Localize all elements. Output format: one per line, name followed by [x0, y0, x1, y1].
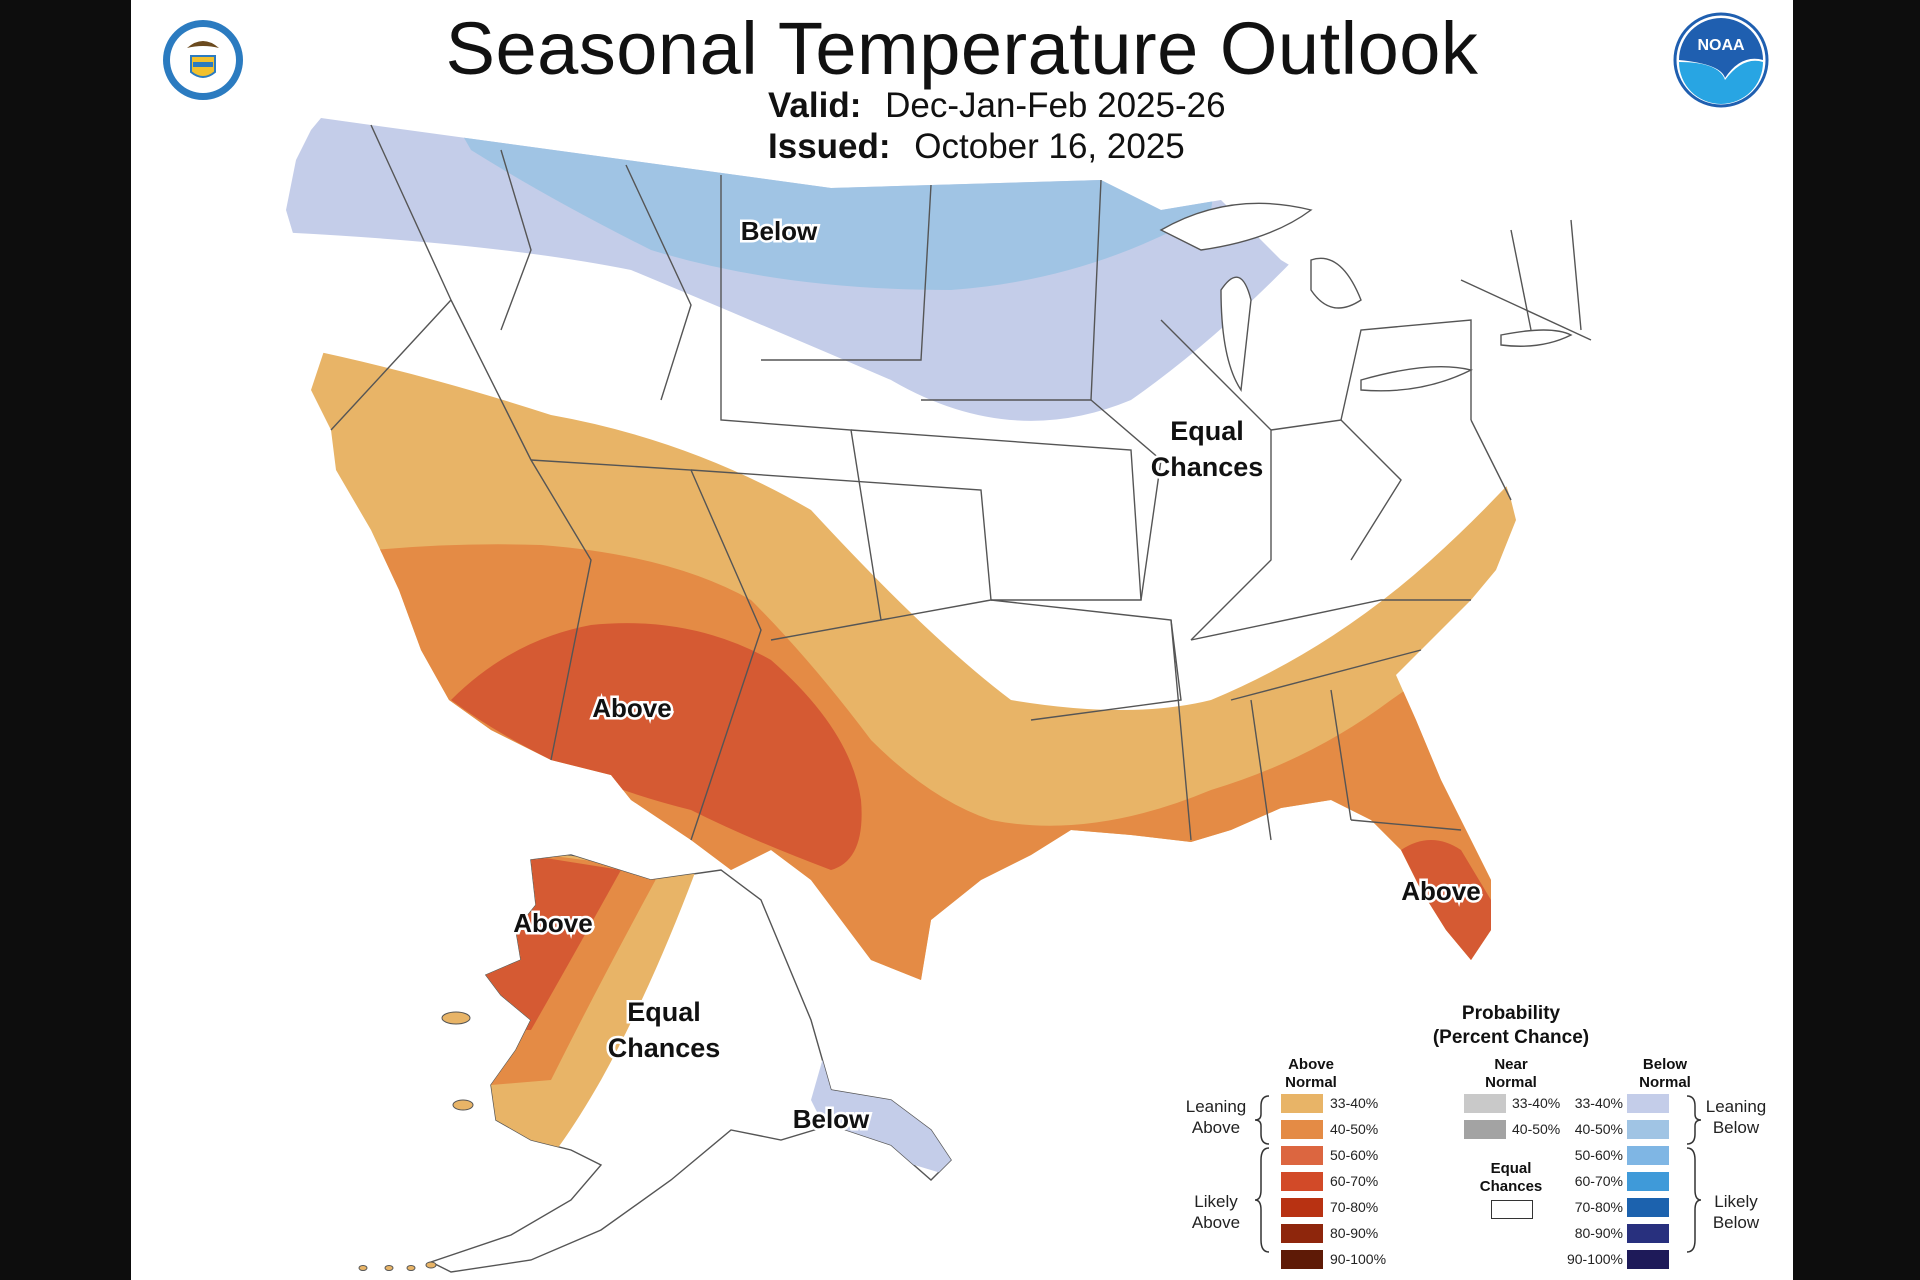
florida-above-50-60-region — [1401, 840, 1491, 960]
legend-below-heading-line1: Below — [1642, 1056, 1688, 1073]
svg-text:NOAA: NOAA — [1697, 37, 1745, 54]
legend-above-swatch-6 — [1281, 1224, 1323, 1243]
legend-near-swatch-2 — [1464, 1120, 1506, 1139]
issued-label: Issued: — [768, 127, 891, 166]
alaska-islands — [358, 1011, 474, 1271]
legend-title-line2: (Percent Chance) — [1432, 1027, 1590, 1048]
legend-above-label-3: 50-60% — [1330, 1147, 1379, 1163]
department-of-commerce-seal-icon — [163, 20, 243, 100]
legend-below-label-3: 50-60% — [1574, 1147, 1623, 1163]
legend-likely-below-line1: Likely — [1714, 1192, 1758, 1211]
legend-above-label-2: 40-50% — [1330, 1121, 1379, 1137]
legend-above-swatch-5 — [1281, 1198, 1323, 1217]
legend-below-label-5: 70-80% — [1574, 1199, 1623, 1215]
legend-likely-above-line2: Above — [1191, 1213, 1241, 1232]
legend-likely-above-line1: Likely — [1194, 1192, 1238, 1211]
outlook-map-panel: NOAA Seasonal Temperature Outlook Valid:… — [131, 0, 1793, 1280]
legend-below-swatch-3 — [1627, 1146, 1669, 1165]
state-borders — [330, 124, 1592, 841]
legend-above-swatch-1 — [1281, 1094, 1323, 1113]
legend-below-label-4: 60-70% — [1574, 1173, 1623, 1189]
legend-above-label-4: 60-70% — [1330, 1173, 1379, 1189]
legend-below-swatch-4 — [1627, 1172, 1669, 1191]
legend-above-swatch-2 — [1281, 1120, 1323, 1139]
conus-below-label: Below — [741, 216, 818, 246]
legend-above-swatch-4 — [1281, 1172, 1323, 1191]
legend-near-label-1: 33-40% — [1512, 1095, 1561, 1111]
legend-below-swatch-7 — [1627, 1250, 1669, 1269]
legend-near-label-2: 40-50% — [1512, 1121, 1561, 1137]
legend-above-heading-line1: Above — [1288, 1056, 1334, 1073]
conus-above-southwest-label: Above — [592, 693, 671, 723]
legend-below-swatch-6 — [1627, 1224, 1669, 1243]
legend-below-swatch-1 — [1627, 1094, 1669, 1113]
issued-value: October 16, 2025 — [914, 127, 1185, 166]
legend-below-label-1: 33-40% — [1574, 1095, 1623, 1111]
legend-near-swatch-1 — [1464, 1094, 1506, 1113]
legend-near-heading-line2: Normal — [1485, 1074, 1537, 1091]
legend-above-label-5: 70-80% — [1330, 1199, 1379, 1215]
valid-line: Valid: Dec-Jan-Feb 2025-26 — [768, 86, 1226, 126]
legend-above-swatch-3 — [1281, 1146, 1323, 1165]
outlook-map: Below Equal Chances Above Above Above Eq… — [286, 118, 1691, 1273]
conus-equal-chances-label-line2: Chances — [1151, 452, 1264, 482]
legend-likely-below-line2: Below — [1712, 1213, 1760, 1232]
legend-equal-chances-line1: Equal — [1490, 1160, 1532, 1177]
alaska-above-label: Above — [513, 908, 592, 938]
alaska-equal-chances-label-line1: Equal — [627, 997, 701, 1027]
legend-below-label-7: 90-100% — [1566, 1251, 1623, 1267]
legend-leaning-below-line2: Below — [1712, 1118, 1760, 1137]
conus-above-50-60-region — [451, 623, 862, 870]
legend-below-swatch-2 — [1627, 1120, 1669, 1139]
noaa-logo-icon: NOAA — [1673, 12, 1769, 108]
conus-above-florida-label: Above — [1401, 876, 1480, 906]
legend-equal-chances-line2: Chances — [1479, 1178, 1543, 1195]
legend-equal-chances-swatch — [1491, 1200, 1533, 1219]
legend-leaning-above-line2: Above — [1191, 1118, 1241, 1137]
legend-near-heading-line1: Near — [1494, 1056, 1528, 1073]
legend-above-heading-line2: Normal — [1285, 1074, 1337, 1091]
legend-below-heading-line2: Normal — [1639, 1074, 1691, 1091]
legend-above-label-6: 80-90% — [1330, 1225, 1379, 1241]
alaska-equal-chances-label-line2: Chances — [608, 1033, 721, 1063]
legend-braces — [1254, 1095, 1702, 1253]
alaska-below-label: Below — [793, 1104, 870, 1134]
map-title: Seasonal Temperature Outlook — [445, 7, 1479, 90]
conus-equal-chances-label-line1: Equal — [1170, 416, 1244, 446]
legend-below-label-6: 80-90% — [1574, 1225, 1623, 1241]
legend-above-swatch-7 — [1281, 1250, 1323, 1269]
legend-leaning-below-line1: Leaning — [1705, 1097, 1767, 1116]
valid-label: Valid: — [768, 86, 862, 125]
legend-below-label-2: 40-50% — [1574, 1121, 1623, 1137]
great-lakes — [1159, 202, 1573, 392]
issued-line: Issued: October 16, 2025 — [768, 127, 1185, 167]
legend-above-label-1: 33-40% — [1330, 1095, 1379, 1111]
legend-leaning-above-line1: Leaning — [1185, 1097, 1247, 1116]
legend-below-swatch-5 — [1627, 1198, 1669, 1217]
valid-value: Dec-Jan-Feb 2025-26 — [885, 86, 1226, 125]
legend-title-line1: Probability — [1461, 1003, 1561, 1024]
legend-above-label-7: 90-100% — [1330, 1251, 1387, 1267]
